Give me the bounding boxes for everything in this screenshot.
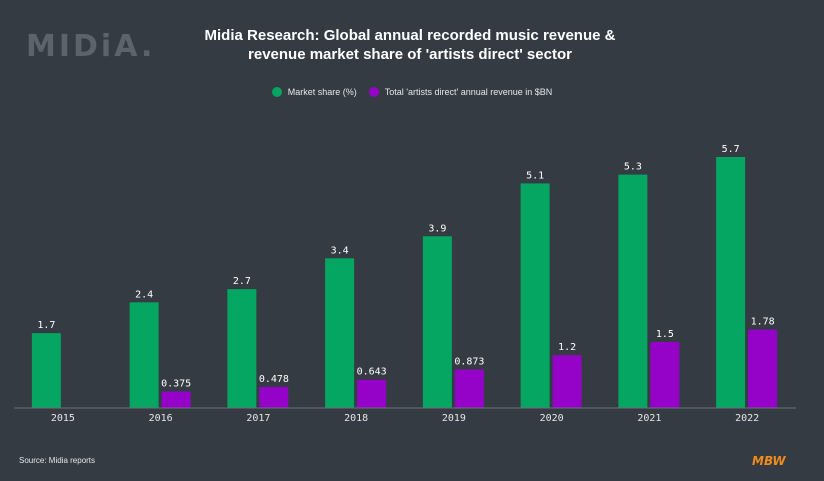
revenue-bar-2021 [650, 341, 680, 408]
legend-dot-revenue [368, 87, 379, 97]
market-share-label-2020: 5.1 [526, 170, 544, 181]
market-share-bar-2017 [227, 289, 257, 408]
x-tick-2019: 2019 [442, 413, 466, 424]
x-tick-2022: 2022 [735, 413, 759, 424]
revenue-label-2022: 1.78 [751, 317, 775, 328]
legend-item-market-share: Market share (%) [271, 87, 357, 97]
legend-label-market-share: Market share (%) [287, 87, 357, 97]
market-share-bar-2020 [520, 183, 550, 408]
market-share-label-2021: 5.3 [624, 162, 642, 173]
market-share-bar-2015 [31, 333, 61, 408]
x-tick-2017: 2017 [246, 413, 270, 424]
x-tick-2018: 2018 [344, 413, 368, 424]
revenue-label-2017: 0.478 [259, 374, 289, 385]
x-tick-2015: 2015 [51, 413, 75, 424]
market-share-label-2017: 2.7 [233, 276, 251, 287]
mbw-logo: MBW [752, 454, 786, 468]
market-share-bar-2019 [422, 236, 452, 408]
legend-dot-market-share [271, 87, 282, 97]
x-tick-2021: 2021 [637, 413, 661, 424]
revenue-bar-2022 [748, 329, 778, 408]
revenue-label-2018: 0.643 [357, 367, 387, 378]
revenue-bar-2016 [161, 391, 191, 408]
legend-label-revenue: Total 'artists direct' annual revenue in… [384, 87, 553, 97]
chart-title-line-2: revenue market share of 'artists direct'… [248, 46, 572, 63]
market-share-bar-2022 [716, 157, 746, 408]
chart-legend: Market share (%) Total 'artists direct' … [0, 87, 824, 97]
revenue-bar-2020 [552, 355, 582, 408]
market-share-bar-2021 [618, 174, 648, 408]
market-share-bar-2016 [129, 302, 159, 408]
revenue-bar-2019 [454, 369, 484, 408]
market-share-label-2015: 1.7 [37, 320, 55, 331]
market-share-label-2022: 5.7 [722, 144, 740, 155]
x-tick-2016: 2016 [149, 413, 173, 424]
market-share-bar-2018 [325, 258, 355, 408]
revenue-bar-2017 [259, 386, 289, 408]
market-share-label-2016: 2.4 [135, 289, 153, 300]
revenue-label-2019: 0.873 [454, 357, 484, 368]
market-share-label-2019: 3.9 [428, 223, 446, 234]
legend-item-revenue: Total 'artists direct' annual revenue in… [368, 87, 553, 97]
revenue-label-2020: 1.2 [558, 342, 576, 353]
revenue-bar-2018 [357, 379, 387, 408]
revenue-label-2021: 1.5 [656, 329, 674, 340]
source-note: Source: Midia reports [19, 456, 96, 465]
revenue-label-2016: 0.375 [161, 378, 191, 389]
market-share-label-2018: 3.4 [331, 245, 349, 256]
x-tick-2020: 2020 [540, 413, 564, 424]
chart-title: Midia Research: Global annual recorded m… [170, 26, 650, 64]
midia-logo: MIDiA. [26, 29, 156, 64]
chart-title-line-1: Midia Research: Global annual recorded m… [204, 27, 616, 44]
